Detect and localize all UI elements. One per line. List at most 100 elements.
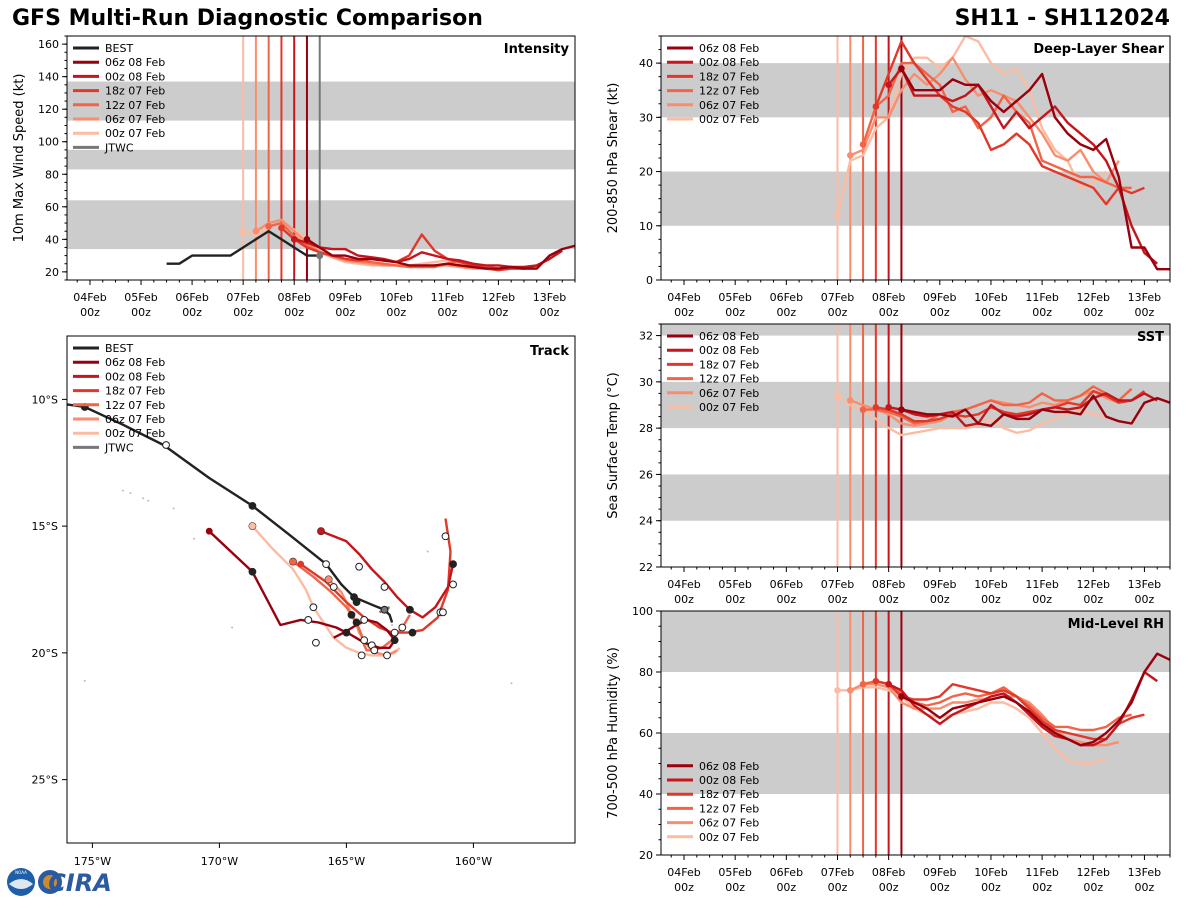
shear-start-marker <box>859 141 867 148</box>
x-tick-label-hour: 00z <box>674 593 694 606</box>
legend-label: 12z 07 Feb <box>699 85 759 98</box>
x-tick-label-hour: 00z <box>981 306 1001 319</box>
shear-series-18z-07-feb <box>874 40 1145 206</box>
x-tick-label-date: 07Feb <box>226 291 259 304</box>
legend-label: 00z 08 Feb <box>699 774 759 787</box>
legend-label: 12z 07 Feb <box>699 802 759 815</box>
rh-start-marker <box>898 693 905 700</box>
x-tick-label-hour: 00z <box>828 593 848 606</box>
x-tick-label-hour: 00z <box>674 306 694 319</box>
track-open-marker <box>357 651 366 660</box>
y-tick-label: 30 <box>639 111 653 124</box>
y-tick-label: 20 <box>639 166 653 179</box>
y-tick-label: 80 <box>639 666 653 679</box>
x-tick-label-date: 07Feb <box>821 578 854 591</box>
track-open-marker <box>360 616 369 624</box>
intensity-start-marker <box>303 236 311 243</box>
x-tick-label-hour: 00z <box>879 306 899 319</box>
panel-rh: 04Feb 00z 05Feb 00z 06Feb 00z 07Feb 00z 08Feb 00z… <box>606 605 1171 894</box>
island-dot <box>231 626 234 629</box>
intensity-start-marker <box>239 227 247 235</box>
track-open-marker <box>329 583 338 591</box>
x-tick-label-date: 06Feb <box>770 866 803 879</box>
x-tick-label-hour: 00z <box>1135 881 1155 894</box>
x-tick-label-hour: 00z <box>182 306 202 319</box>
y-tick-label: 100 <box>632 605 653 618</box>
track-open-marker <box>360 636 369 645</box>
x-tick-label-date: 06Feb <box>770 578 803 591</box>
track-open-marker <box>312 638 320 647</box>
track-start-marker <box>297 560 305 568</box>
track-y-tick-label: 10°S <box>32 393 58 406</box>
x-tick-label-hour: 00z <box>930 306 950 319</box>
legend-label: 00z 08 Feb <box>699 344 759 357</box>
track-x-tick-label: 165°W <box>328 855 365 868</box>
x-tick-label-date: 13Feb <box>1128 866 1161 879</box>
x-tick-label-hour: 00z <box>1032 881 1052 894</box>
x-tick-label-date: 05Feb <box>124 291 157 304</box>
intensity-panel-title: Intensity <box>504 42 570 57</box>
intensity-series-18z-07-feb <box>280 227 551 272</box>
x-tick-label-date: 10Feb <box>974 291 1007 304</box>
legend-label: 00z 07 Feb <box>105 427 165 440</box>
legend-label: 00z 07 Feb <box>699 401 759 414</box>
track-00z-08-feb <box>320 530 455 619</box>
island-dot <box>121 489 124 492</box>
track-open-marker <box>355 562 364 571</box>
track-open-marker <box>398 623 407 632</box>
x-tick-label-date: 04Feb <box>667 866 700 879</box>
x-tick-label-hour: 00z <box>540 306 560 319</box>
x-tick-label-hour: 00z <box>1083 881 1103 894</box>
x-tick-label-hour: 00z <box>386 306 406 319</box>
legend-label: 06z 07 Feb <box>699 99 759 112</box>
x-tick-label-hour: 00z <box>284 306 304 319</box>
x-tick-label-date: 08Feb <box>277 291 310 304</box>
storm-id: SH11 - SH112024 <box>954 6 1170 31</box>
x-tick-label-hour: 00z <box>776 306 796 319</box>
x-tick-label-date: 10Feb <box>974 866 1007 879</box>
track-open-marker <box>322 560 330 569</box>
rh-start-marker <box>872 677 880 685</box>
x-tick-label-hour: 00z <box>233 306 253 319</box>
legend-label: 00z 07 Feb <box>699 831 759 844</box>
sst-start-marker <box>872 404 880 411</box>
rh-band-1 <box>661 611 1170 672</box>
intensity-band-2 <box>67 81 575 121</box>
x-tick-label-hour: 00z <box>1083 306 1103 319</box>
track-open-marker <box>449 580 457 589</box>
track-06z-08-feb <box>208 530 396 649</box>
x-tick-label-date: 04Feb <box>667 578 700 591</box>
x-tick-label-date: 06Feb <box>175 291 208 304</box>
x-tick-label-date: 05Feb <box>718 578 751 591</box>
intensity-start-marker <box>290 236 298 243</box>
x-tick-label-date: 11Feb <box>431 291 464 304</box>
x-tick-label-date: 09Feb <box>923 291 956 304</box>
track-open-marker <box>383 651 391 660</box>
track-start-marker <box>317 527 325 535</box>
y-tick-label: 80 <box>45 168 59 181</box>
legend-label: 06z 07 Feb <box>699 387 759 400</box>
track-start-marker <box>289 558 297 566</box>
noaa-logo-text: NOAA <box>15 870 27 875</box>
x-tick-label-hour: 00z <box>489 306 509 319</box>
sst-plot-area <box>661 324 1170 567</box>
sst-band-0 <box>661 474 1170 521</box>
y-tick-label: 28 <box>639 422 653 435</box>
legend-label: 00z 08 Feb <box>105 70 165 83</box>
intensity-band-0 <box>67 200 575 250</box>
x-tick-label-date: 11Feb <box>1025 578 1058 591</box>
y-tick-label: 26 <box>639 468 653 481</box>
sst-start-marker <box>834 392 841 400</box>
panel-intensity: 04Feb 00z 05Feb 00z 06Feb 00z 07Feb 00z 08Feb 00z… <box>12 35 576 319</box>
legend-label: JTWC <box>104 141 134 154</box>
y-tick-label: 40 <box>639 788 653 801</box>
x-tick-label-hour: 00z <box>1032 593 1052 606</box>
rh-start-marker <box>834 687 841 694</box>
x-tick-label-date: 13Feb <box>1128 578 1161 591</box>
y-tick-label: 40 <box>45 233 59 246</box>
x-tick-label-hour: 00z <box>981 593 1001 606</box>
track-filled-marker <box>390 636 399 645</box>
x-tick-label-hour: 00z <box>776 593 796 606</box>
